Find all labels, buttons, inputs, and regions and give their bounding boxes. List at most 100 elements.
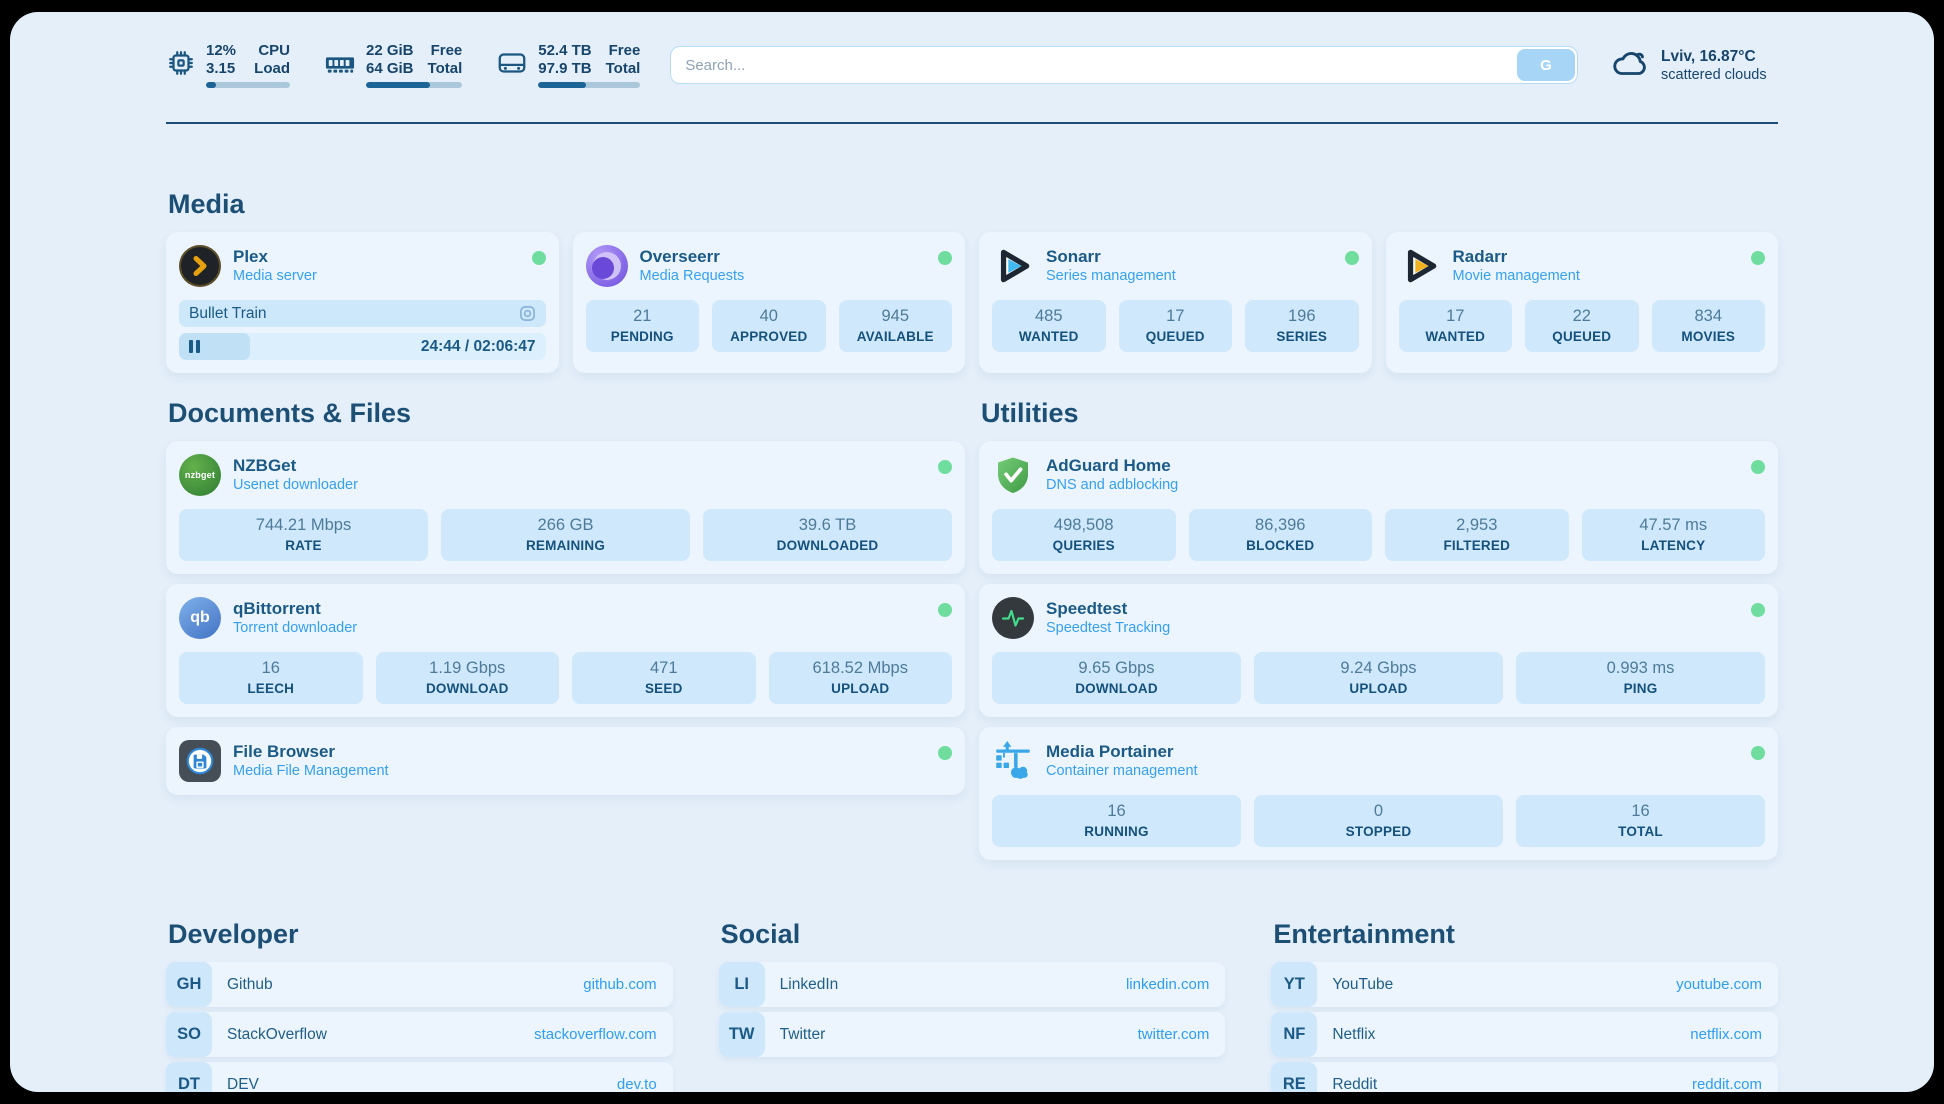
app-description: Media File Management: [233, 763, 389, 779]
stat-tile: 86,396 BLOCKED: [1188, 509, 1372, 561]
bookmark-name: Netflix: [1332, 1025, 1376, 1043]
status-dot: [938, 251, 952, 265]
cpu-icon: [166, 48, 196, 83]
stat-tile: 618.52 Mbps UPLOAD: [768, 652, 952, 704]
app-card-sonarr[interactable]: Sonarr Series management 485 WANTED 17 QUE…: [979, 232, 1372, 373]
disk-widget: 52.4 TB Free 97.9 TB Total: [496, 42, 641, 88]
bookmark-url: stackoverflow.com: [534, 1026, 657, 1043]
bookmark-group-developer: Developer GH Github github.com SO StackO…: [166, 918, 673, 1092]
app-card-overseerr[interactable]: Overseerr Media Requests 21 PENDING 40 APP…: [572, 232, 965, 373]
ram-widget: 22 GiB Free 64 GiB Total: [324, 42, 463, 88]
bookmark-url: github.com: [583, 976, 657, 993]
app-card-portainer[interactable]: Media Portainer Container management 16 R…: [979, 727, 1778, 860]
stat-tile: 17 QUEUED: [1118, 300, 1232, 352]
now-playing-time: 24:44 / 02:06:47: [420, 337, 536, 355]
app-description: Series management: [1046, 268, 1176, 284]
app-card-nzbget[interactable]: nzbget NZBGet Usenet downloader 744.21 M…: [166, 441, 965, 574]
app-card-qbittorrent[interactable]: qb qBittorrent Torrent downloader 16 LEEC…: [166, 584, 965, 717]
status-dot: [938, 460, 952, 474]
dashboard-page: 12% CPU 3.15 Load 22 GiB Free: [10, 12, 1934, 1092]
app-name: Sonarr: [1046, 247, 1101, 266]
bookmark-dev[interactable]: DT DEV dev.to: [166, 1062, 673, 1092]
topbar-divider: [166, 122, 1778, 124]
stat-tile: 498,508 QUERIES: [992, 509, 1176, 561]
adguard-icon: [992, 454, 1034, 496]
now-playing-title: Bullet Train: [189, 304, 267, 322]
bookmarks-section: Developer GH Github github.com SO StackO…: [166, 918, 1778, 1092]
app-name: File Browser: [233, 742, 336, 761]
bookmark-twitter[interactable]: TW Twitter twitter.com: [718, 1012, 1226, 1057]
status-dot: [1751, 251, 1765, 265]
bookmark-group-entertainment: Entertainment YT YouTube youtube.com NF …: [1271, 918, 1778, 1092]
stat-tile: 196 SERIES: [1245, 300, 1359, 352]
top-bar: 12% CPU 3.15 Load 22 GiB Free: [166, 38, 1778, 92]
bookmark-reddit[interactable]: RE Reddit reddit.com: [1271, 1062, 1778, 1092]
search-engine-button[interactable]: G: [1517, 49, 1575, 81]
bookmark-name: YouTube: [1332, 975, 1394, 993]
app-name: Radarr: [1452, 247, 1508, 266]
plex-icon: [179, 245, 221, 287]
stat-tile: 22 QUEUED: [1525, 300, 1639, 352]
app-name: Speedtest: [1046, 599, 1128, 618]
stat-tile: 0.993 ms PING: [1516, 652, 1765, 704]
status-dot: [938, 746, 952, 760]
search-input[interactable]: [670, 46, 1578, 84]
ram-progress-fill: [366, 82, 430, 88]
bookmark-linkedin[interactable]: LI LinkedIn linkedin.com: [718, 962, 1226, 1007]
stat-tile: 485 WANTED: [992, 300, 1106, 352]
system-widgets: 12% CPU 3.15 Load 22 GiB Free: [166, 42, 641, 88]
app-description: Movie management: [1452, 268, 1580, 284]
app-name: Media Portainer: [1046, 742, 1174, 761]
bookmark-url: netflix.com: [1690, 1026, 1762, 1043]
bookmark-name: DEV: [227, 1075, 259, 1093]
bookmark-url: reddit.com: [1691, 1076, 1762, 1092]
disk-progress-fill: [538, 82, 587, 88]
section-title-utilities: Utilities: [981, 398, 1079, 428]
bookmark-github[interactable]: GH Github github.com: [166, 962, 673, 1007]
app-name: Overseerr: [639, 247, 720, 266]
now-playing-progress-bar: 24:44 / 02:06:47: [179, 333, 546, 360]
stat-tile: 744.21 Mbps RATE: [179, 509, 428, 561]
app-card-plex[interactable]: Plex Media server Bullet Train 24:44 / 0: [166, 232, 559, 373]
overseerr-icon: [585, 245, 628, 287]
stat-tile: 9.24 Gbps UPLOAD: [1254, 652, 1503, 704]
stat-tile: 16 TOTAL: [1516, 795, 1765, 847]
app-card-radarr[interactable]: Radarr Movie management 17 WANTED 22 QUEUE…: [1385, 232, 1778, 373]
section-title-entertainment: Entertainment: [1273, 919, 1455, 949]
app-card-speedtest[interactable]: Speedtest Speedtest Tracking 9.65 Gbps DO…: [979, 584, 1778, 717]
status-dot: [1751, 460, 1765, 474]
app-description: Media server: [233, 268, 317, 284]
app-description: Usenet downloader: [233, 477, 358, 493]
bookmark-abbr: RE: [1271, 1062, 1318, 1092]
bookmark-abbr: LI: [718, 962, 765, 1007]
app-card-adguard[interactable]: AdGuard Home DNS and adblocking 498,508 Q…: [979, 441, 1778, 574]
hard-drive-icon: [496, 48, 528, 83]
bookmark-youtube[interactable]: YT YouTube youtube.com: [1271, 962, 1778, 1007]
stat-tile: 2,953 FILTERED: [1385, 509, 1569, 561]
now-playing-progress-fill: [179, 333, 251, 360]
app-card-filebrowser[interactable]: File Browser Media File Management: [166, 727, 965, 795]
ram-icon: [324, 48, 356, 83]
bookmark-netflix[interactable]: NF Netflix netflix.com: [1271, 1012, 1778, 1057]
bookmark-url: dev.to: [616, 1076, 657, 1092]
cloud-icon: [1610, 46, 1650, 84]
bookmark-abbr: DT: [166, 1062, 212, 1092]
app-description: Speedtest Tracking: [1046, 620, 1171, 636]
stat-tile: 945 AVAILABLE: [838, 300, 952, 352]
documents-column: Documents & Files nzbget NZBGet Usenet d…: [166, 397, 965, 805]
stat-tile: 39.6 TB DOWNLOADED: [703, 509, 952, 561]
disk-free: 52.4 TB: [538, 42, 592, 59]
bookmark-url: linkedin.com: [1125, 976, 1210, 993]
section-title-media: Media: [168, 189, 245, 219]
stat-tile: 471 SEED: [572, 652, 756, 704]
stat-tile: 17 WANTED: [1398, 300, 1512, 352]
bookmark-abbr: YT: [1271, 962, 1318, 1007]
bookmark-abbr: GH: [166, 962, 212, 1007]
app-description: DNS and adblocking: [1046, 477, 1179, 493]
section-title-developer: Developer: [168, 919, 299, 949]
bookmark-abbr: SO: [166, 1012, 212, 1057]
bookmark-stackoverflow[interactable]: SO StackOverflow stackoverflow.com: [166, 1012, 673, 1057]
portainer-icon: [992, 740, 1034, 782]
bookmark-abbr: NF: [1271, 1012, 1318, 1057]
app-description: Torrent downloader: [233, 620, 358, 636]
